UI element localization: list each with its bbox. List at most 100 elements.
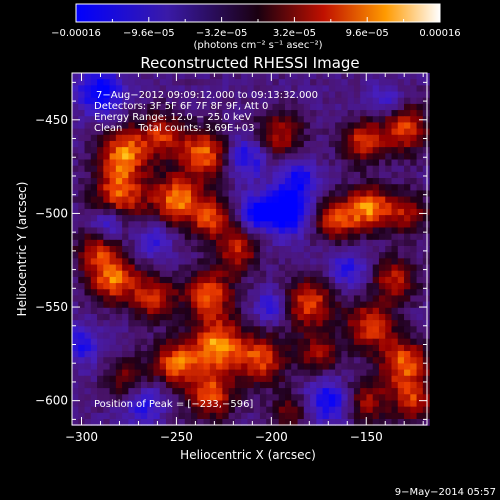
heatmap-cell (360, 381, 368, 389)
heatmap-cell (385, 85, 393, 93)
heatmap-cell (184, 270, 192, 278)
heatmap-cell (316, 332, 324, 340)
heatmap-cell (297, 215, 305, 222)
heatmap-cell (128, 264, 136, 272)
heatmap-cell (259, 388, 267, 395)
heatmap-cell (253, 258, 261, 266)
heatmap-cell (84, 85, 92, 93)
heatmap-cell (90, 283, 98, 290)
heatmap-cell (378, 165, 386, 173)
heatmap-cell (422, 91, 430, 99)
heatmap-cell (247, 239, 255, 247)
heatmap-cell (353, 85, 361, 93)
heatmap-cell (328, 73, 336, 80)
heatmap-cell (285, 406, 292, 414)
heatmap-cell (404, 153, 411, 161)
heatmap-cell (422, 252, 430, 259)
heatmap-cell (115, 351, 123, 358)
heatmap-cell (335, 375, 342, 383)
heatmap-cell (165, 202, 173, 210)
heatmap-cell (241, 332, 249, 340)
heatmap-cell (222, 97, 230, 105)
heatmap-cell (184, 103, 192, 111)
annotation-block: 7−Aug−2012 09:09:12.000 to 09:13:32.000 … (94, 90, 318, 134)
heatmap-cell (165, 332, 173, 340)
heatmap-cell (272, 221, 280, 229)
heatmap-cell (109, 381, 117, 389)
heatmap-cell (391, 128, 399, 136)
heatmap-cell (97, 301, 104, 309)
heatmap-cell (278, 140, 286, 148)
heatmap-cell (216, 227, 223, 235)
heatmap-cell (397, 332, 405, 340)
heatmap-cell (385, 289, 393, 297)
heatmap-cell (209, 357, 217, 364)
heatmap-cell (228, 165, 236, 173)
heatmap-cell (103, 134, 111, 142)
heatmap-cell (404, 184, 411, 191)
heatmap-cell (197, 190, 205, 198)
heatmap-cell (72, 338, 79, 346)
heatmap-cell (178, 313, 186, 321)
heatmap-cell (297, 97, 305, 105)
heatmap-cell (165, 221, 173, 229)
heatmap-cell (347, 270, 355, 278)
heatmap-cell (191, 221, 198, 229)
heatmap-cell (165, 320, 173, 327)
heatmap-cell (209, 171, 217, 179)
heatmap-cell (335, 159, 342, 167)
heatmap-cell (72, 289, 79, 297)
heatmap-cell (222, 79, 230, 86)
heatmap-cell (378, 233, 386, 241)
heatmap-cell (115, 221, 123, 229)
heatmap-cell (422, 289, 430, 297)
heatmap-cell (147, 153, 155, 161)
heatmap-cell (410, 320, 418, 327)
heatmap-cell (203, 165, 211, 173)
heatmap-cell (347, 110, 355, 117)
heatmap-cell (366, 252, 374, 259)
heatmap-cell (366, 320, 374, 327)
heatmap-cell (272, 239, 280, 247)
heatmap-cell (266, 313, 274, 321)
heatmap-cell (122, 326, 129, 334)
heatmap-cell (122, 369, 129, 377)
heatmap-cell (241, 338, 249, 346)
heatmap-cell (122, 128, 129, 136)
heatmap-cell (122, 184, 129, 191)
heatmap-cell (241, 147, 249, 154)
heatmap-cell (247, 103, 255, 111)
heatmap-cell (115, 178, 123, 185)
heatmap-cell (385, 406, 393, 414)
heatmap-cell (203, 208, 211, 216)
heatmap-cell (303, 147, 311, 154)
heatmap-cell (353, 190, 361, 198)
heatmap-cell (385, 122, 393, 130)
heatmap-cell (322, 363, 330, 371)
heatmap-cell (97, 147, 104, 154)
heatmap-cell (410, 134, 418, 142)
heatmap-cell (178, 190, 186, 198)
heatmap-cell (316, 103, 324, 111)
heatmap-cell (90, 196, 98, 204)
heatmap-cell (341, 239, 349, 247)
heatmap-cell (97, 313, 104, 321)
heatmap-cell (335, 208, 342, 216)
heatmap-cell (222, 91, 230, 99)
heatmap-cell (134, 344, 142, 352)
heatmap-cell (397, 400, 405, 408)
heatmap-cell (97, 381, 104, 389)
heatmap-cell (310, 91, 317, 99)
heatmap-cell (203, 258, 211, 266)
heatmap-cell (209, 295, 217, 303)
heatmap-cell (115, 116, 123, 124)
heatmap-cell (140, 103, 148, 111)
heatmap-cell (316, 338, 324, 346)
heatmap-cell (234, 91, 242, 99)
heatmap-cell (247, 270, 255, 278)
heatmap-cell (134, 171, 142, 179)
heatmap-cell (360, 412, 368, 420)
heatmap-cell (241, 301, 249, 309)
heatmap-cell (122, 178, 129, 185)
heatmap-cell (153, 406, 161, 414)
